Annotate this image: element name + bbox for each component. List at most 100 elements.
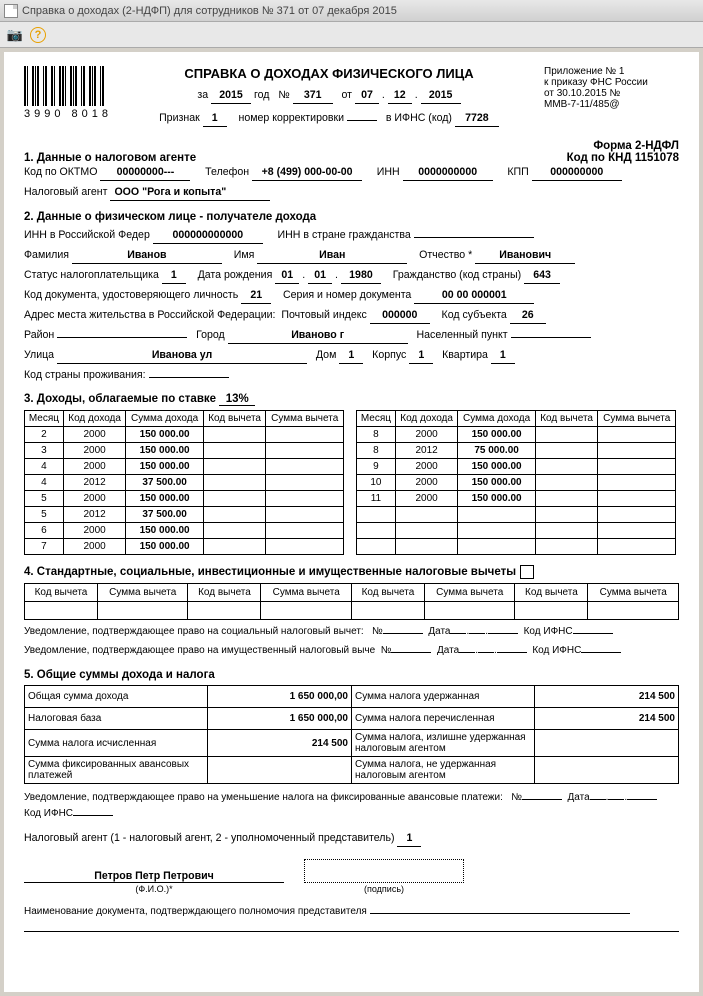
window: Справка о доходах (2-НДФП) для сотрудник…	[0, 0, 703, 992]
tax-base-value: 1 650 000,00	[208, 708, 352, 730]
uved1-num-label: №	[372, 626, 383, 637]
section5-title: 5. Общие суммы дохода и налога	[24, 669, 679, 681]
uved2-y	[497, 652, 527, 653]
za-label: за	[197, 89, 208, 101]
inn-ctz-label: ИНН в стране гражданства	[278, 229, 411, 241]
signature-sublabel: (подпись)	[304, 884, 464, 894]
uved5-m	[608, 799, 624, 800]
appendix-line1: Приложение № 1	[544, 66, 679, 77]
priznak-label: Признак	[159, 112, 200, 124]
subj-field: 26	[510, 307, 546, 324]
section2-title: 2. Данные о физическом лице - получателе…	[24, 211, 679, 223]
inn-rf-label: ИНН в Российской Федер	[24, 229, 150, 241]
settle-label: Населенный пункт	[417, 329, 508, 341]
tax-base-label: Налоговая база	[25, 708, 208, 730]
agent-type-field: 1	[397, 830, 421, 847]
ifns-field: 7728	[455, 110, 499, 127]
tel-label: Телефон	[205, 166, 249, 178]
form-page: 3990 8018 СПРАВКА О ДОХОДАХ ФИЗИЧЕСКОГО …	[4, 52, 699, 992]
docser-field: 00 00 000001	[414, 287, 534, 304]
rate-field: 13%	[219, 393, 255, 406]
oktmo-label: Код по ОКТМО	[24, 166, 97, 178]
inn-field: 0000000000	[403, 164, 493, 181]
priznak-field: 1	[203, 110, 227, 127]
status-label: Статус налогоплательщика	[24, 269, 159, 281]
barcode-number: 3990 8018	[24, 108, 114, 120]
korr-field	[347, 120, 377, 121]
total-income-value: 1 650 000,00	[208, 686, 352, 708]
agent-label: Налоговый агент	[24, 186, 107, 198]
tax-transferred-label: Сумма налога перечисленная	[351, 708, 534, 730]
uved2-m	[478, 652, 494, 653]
ctz-field: 643	[524, 267, 560, 284]
total-income-label: Общая сумма дохода	[25, 686, 208, 708]
inn-label: ИНН	[377, 166, 400, 178]
totals-table: Общая сумма дохода1 650 000,00Сумма нало…	[24, 685, 679, 784]
addr-label: Адрес места жительства в Российской Феде…	[24, 309, 276, 321]
korp-label: Корпус	[372, 349, 406, 361]
dob-d: 01	[275, 267, 299, 284]
inn-rf-field: 000000000000	[153, 227, 263, 244]
section3-title: 3. Доходы, облагаемые по ставке	[24, 393, 216, 405]
fio-sublabel: (Ф.И.О.)*	[24, 884, 284, 894]
uved2-num	[391, 652, 431, 653]
house-label: Дом	[316, 349, 336, 361]
uved5-label: Уведомление, подтверждающее право на уме…	[24, 792, 503, 803]
signature-name: Петров Петр Петрович	[24, 870, 284, 883]
raion-label: Район	[24, 329, 54, 341]
uved2-date-label: Дата	[437, 645, 459, 656]
uved2-ifns	[581, 652, 621, 653]
uved5-date-label: Дата	[567, 792, 589, 803]
window-title: Справка о доходах (2-НДФП) для сотрудник…	[22, 5, 397, 17]
dob-m: 01	[308, 267, 332, 284]
uved2-label: Уведомление, подтверждающее право на иму…	[24, 645, 375, 656]
uved2-d	[459, 652, 475, 653]
kpp-label: КПП	[507, 166, 528, 178]
doccode-field: 21	[241, 287, 271, 304]
uved1-num	[383, 633, 423, 634]
city-label: Город	[196, 329, 225, 341]
num-field: 371	[293, 87, 333, 104]
street-field: Иванова ул	[57, 347, 307, 364]
dob-y: 1980	[341, 267, 381, 284]
expand-icon[interactable]	[520, 565, 534, 579]
footer-field	[370, 913, 630, 914]
inn-ctz-field	[414, 237, 534, 238]
city-field: Иваново г	[228, 327, 408, 344]
uved1-date-label: Дата	[428, 626, 450, 637]
tax-excess-label: Сумма налога, излишне удержанная налогов…	[351, 730, 534, 757]
uved1-m	[469, 633, 485, 634]
kpp-field: 000000000	[532, 164, 622, 181]
country-field	[149, 377, 229, 378]
uved1-ifns-label: Код ИФНС	[524, 626, 573, 637]
barcode: 3990 8018	[24, 66, 114, 120]
ctz-label: Гражданство (код страны)	[393, 269, 521, 281]
postal-label: Почтовый индекс	[281, 309, 366, 321]
name-field: Иван	[257, 247, 407, 264]
tax-withheld-value: 214 500	[535, 686, 679, 708]
status-field: 1	[162, 267, 186, 284]
tax-calc-label: Сумма налога исчисленная	[25, 730, 208, 757]
docser-label: Серия и номер документа	[283, 289, 411, 301]
god-label: год	[254, 89, 269, 101]
fam-field: Иванов	[72, 247, 222, 264]
signature-box	[304, 859, 464, 883]
tax-excess-value	[535, 730, 679, 757]
uved5-ifns-label: Код ИФНС	[24, 808, 73, 819]
uved1-ifns	[573, 633, 613, 634]
header-right: Приложение № 1 к приказу ФНС России от 3…	[544, 66, 679, 110]
ifns-label: в ИФНС (код)	[386, 112, 452, 124]
doccode-label: Код документа, удостоверяющего личность	[24, 289, 238, 301]
uved5-num	[522, 799, 562, 800]
postal-field: 000000	[370, 307, 430, 324]
uved5-num-label: №	[511, 792, 522, 803]
tax-withheld-label: Сумма налога удержанная	[351, 686, 534, 708]
section1-title: 1. Данные о налоговом агенте	[24, 152, 196, 164]
camera-icon[interactable]: 📷	[6, 26, 24, 44]
fam-label: Фамилия	[24, 249, 69, 261]
deductions-table: Код вычетаСумма вычетаКод вычетаСумма вы…	[24, 583, 679, 620]
advance-value	[208, 757, 352, 784]
help-icon[interactable]: ?	[30, 27, 46, 43]
document-icon	[4, 4, 18, 18]
toolbar: 📷 ?	[0, 22, 703, 48]
